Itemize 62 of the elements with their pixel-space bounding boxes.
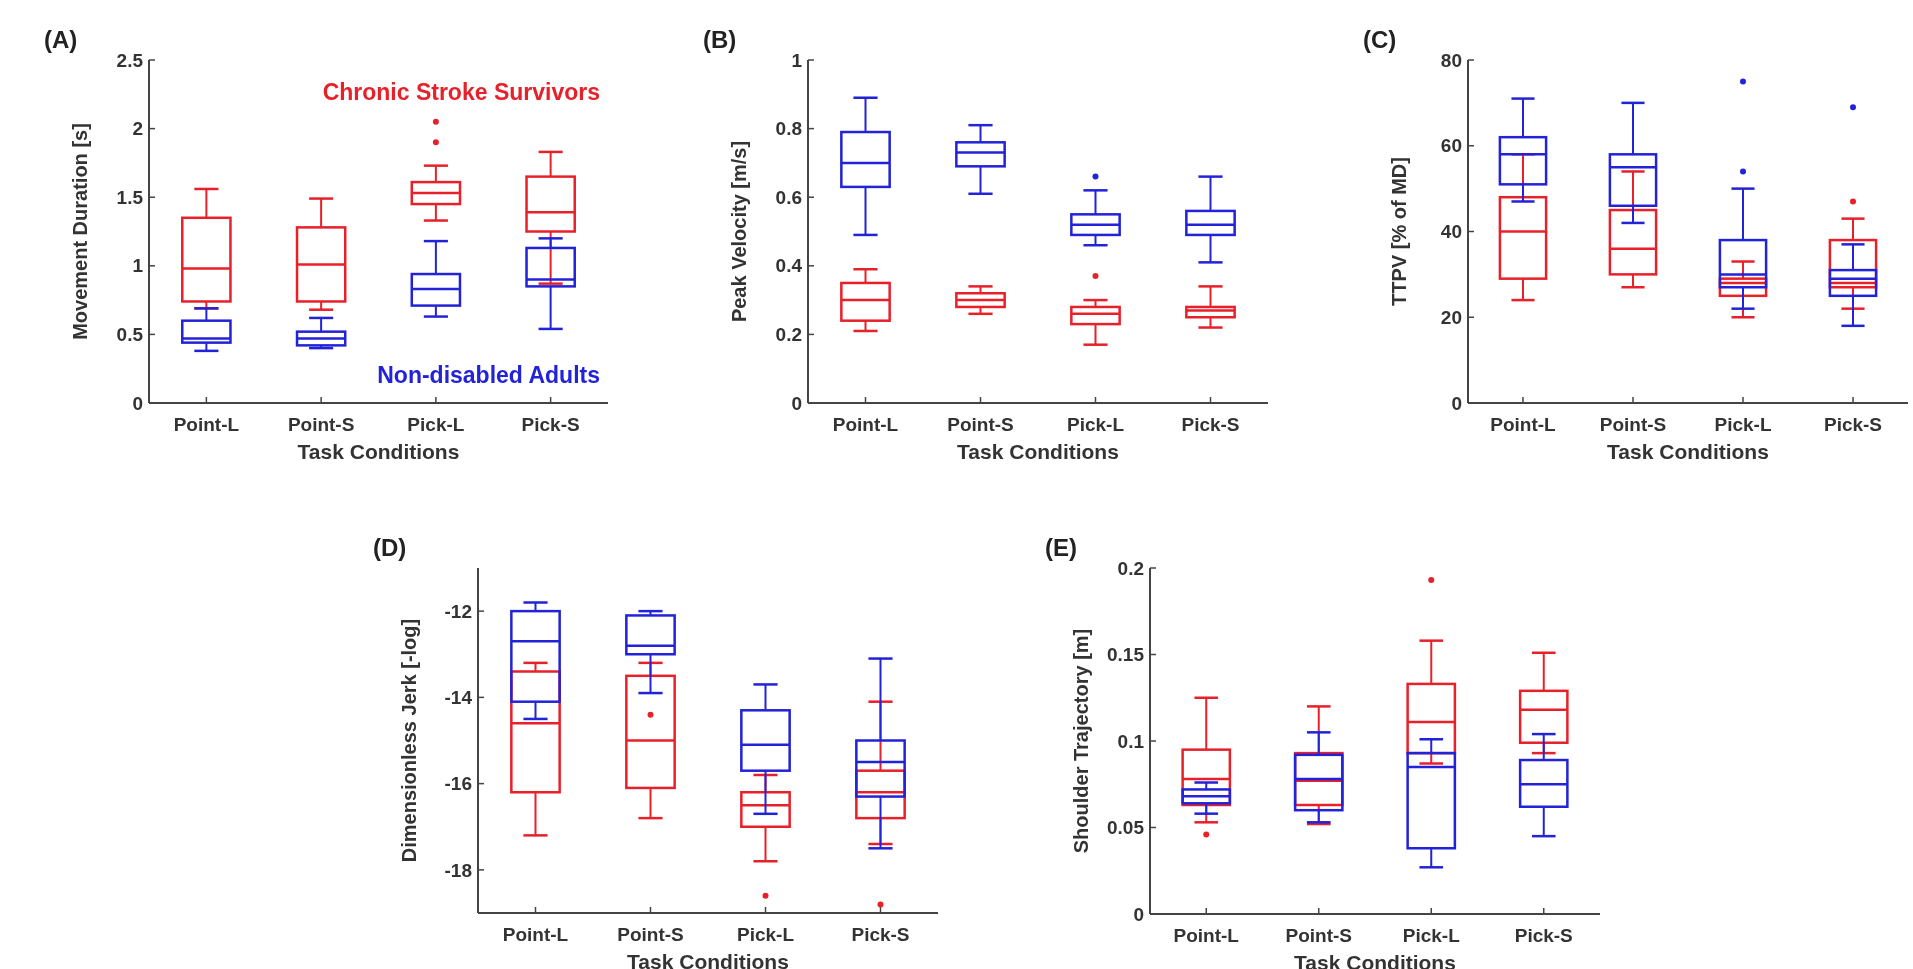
y-tick-label: -16 (444, 773, 472, 795)
y-tick-label: -14 (444, 687, 473, 709)
x-tick-label: Pick-L (407, 414, 465, 435)
y-tick-label: 0.15 (1107, 644, 1145, 666)
x-tick-label: Point-L (502, 924, 569, 945)
x-tick-label: Pick-S (1181, 414, 1240, 435)
y-tick-label: 0.05 (1107, 817, 1145, 839)
x-tick-label: Point-L (832, 414, 899, 435)
x-tick-label: Pick-L (1066, 414, 1125, 435)
y-tick-label: 0.4 (775, 255, 803, 277)
y-tick-label: 2 (132, 118, 143, 140)
y-tick-label: 0 (1133, 903, 1144, 925)
x-tick-label: Point-S (1599, 414, 1667, 435)
x-axis-title: Task Conditions (627, 950, 789, 969)
y-tick-label: 0.1 (1117, 730, 1145, 752)
x-tick-label: Point-S (1285, 925, 1352, 946)
x-tick-label: Pick-L (1402, 925, 1461, 946)
y-tick-label: 60 (1440, 135, 1462, 157)
x-tick-label: Pick-L (1714, 414, 1772, 435)
y-tick-label: 1 (791, 49, 803, 71)
y-tick-label: 0.8 (775, 118, 802, 140)
y-tick-label: 0.2 (1117, 557, 1144, 579)
y-tick-label: -12 (444, 600, 472, 622)
x-tick-label: Pick-L (736, 924, 795, 945)
x-tick-label: Pick-S (851, 924, 910, 945)
x-tick-label: Pick-S (521, 414, 580, 435)
y-tick-label: 1 (132, 255, 144, 277)
chart-title: (E) (1045, 534, 1077, 561)
y-axis-title: Peak Velocity [m/s] (728, 140, 750, 323)
y-axis-title: TTPV [% of MD] (1388, 157, 1410, 306)
x-axis-title: Task Conditions (957, 440, 1119, 463)
x-tick-label: Point-S (947, 414, 1014, 435)
chart-title: (A) (44, 26, 78, 53)
y-tick-label: 2.5 (116, 49, 144, 71)
x-tick-label: Pick-S (1514, 925, 1573, 946)
y-axis-title: Shoulder Trajectory [m] (1070, 628, 1092, 854)
chart-title: (C) (1363, 26, 1397, 53)
series-label: Non-disabled Adults (377, 362, 600, 388)
x-tick-label: Point-L (1173, 925, 1240, 946)
y-tick-label: 80 (1440, 49, 1462, 71)
chart-title: (B) (703, 26, 737, 53)
text: Chronic Stroke Survivors (322, 79, 600, 105)
x-tick-label: Pick-S (1823, 414, 1883, 435)
y-tick-label: 0.6 (775, 186, 802, 208)
y-tick-label: -18 (444, 859, 472, 881)
y-tick-label: 40 (1440, 221, 1462, 243)
x-tick-label: Point-S (287, 414, 355, 435)
y-tick-label: 20 (1440, 306, 1462, 328)
x-tick-label: Point-S (617, 924, 684, 945)
y-tick-label: 0 (132, 392, 143, 414)
y-tick-label: 0 (791, 392, 802, 414)
x-tick-label: Point-L (1490, 414, 1557, 435)
y-tick-label: 0.2 (775, 324, 802, 346)
y-tick-label: 1.5 (116, 186, 144, 208)
x-axis-title: Task Conditions (297, 440, 460, 463)
chart-title: (D) (373, 534, 407, 561)
y-tick-label: 0 (1451, 392, 1462, 414)
y-axis-title: Dimensionless Jerk [-log] (398, 618, 420, 863)
y-tick-label: 0.5 (116, 324, 144, 346)
x-axis-title: Task Conditions (1607, 440, 1769, 463)
x-tick-label: Point-L (173, 414, 240, 435)
y-axis-title: Movement Duration [s] (69, 123, 91, 340)
